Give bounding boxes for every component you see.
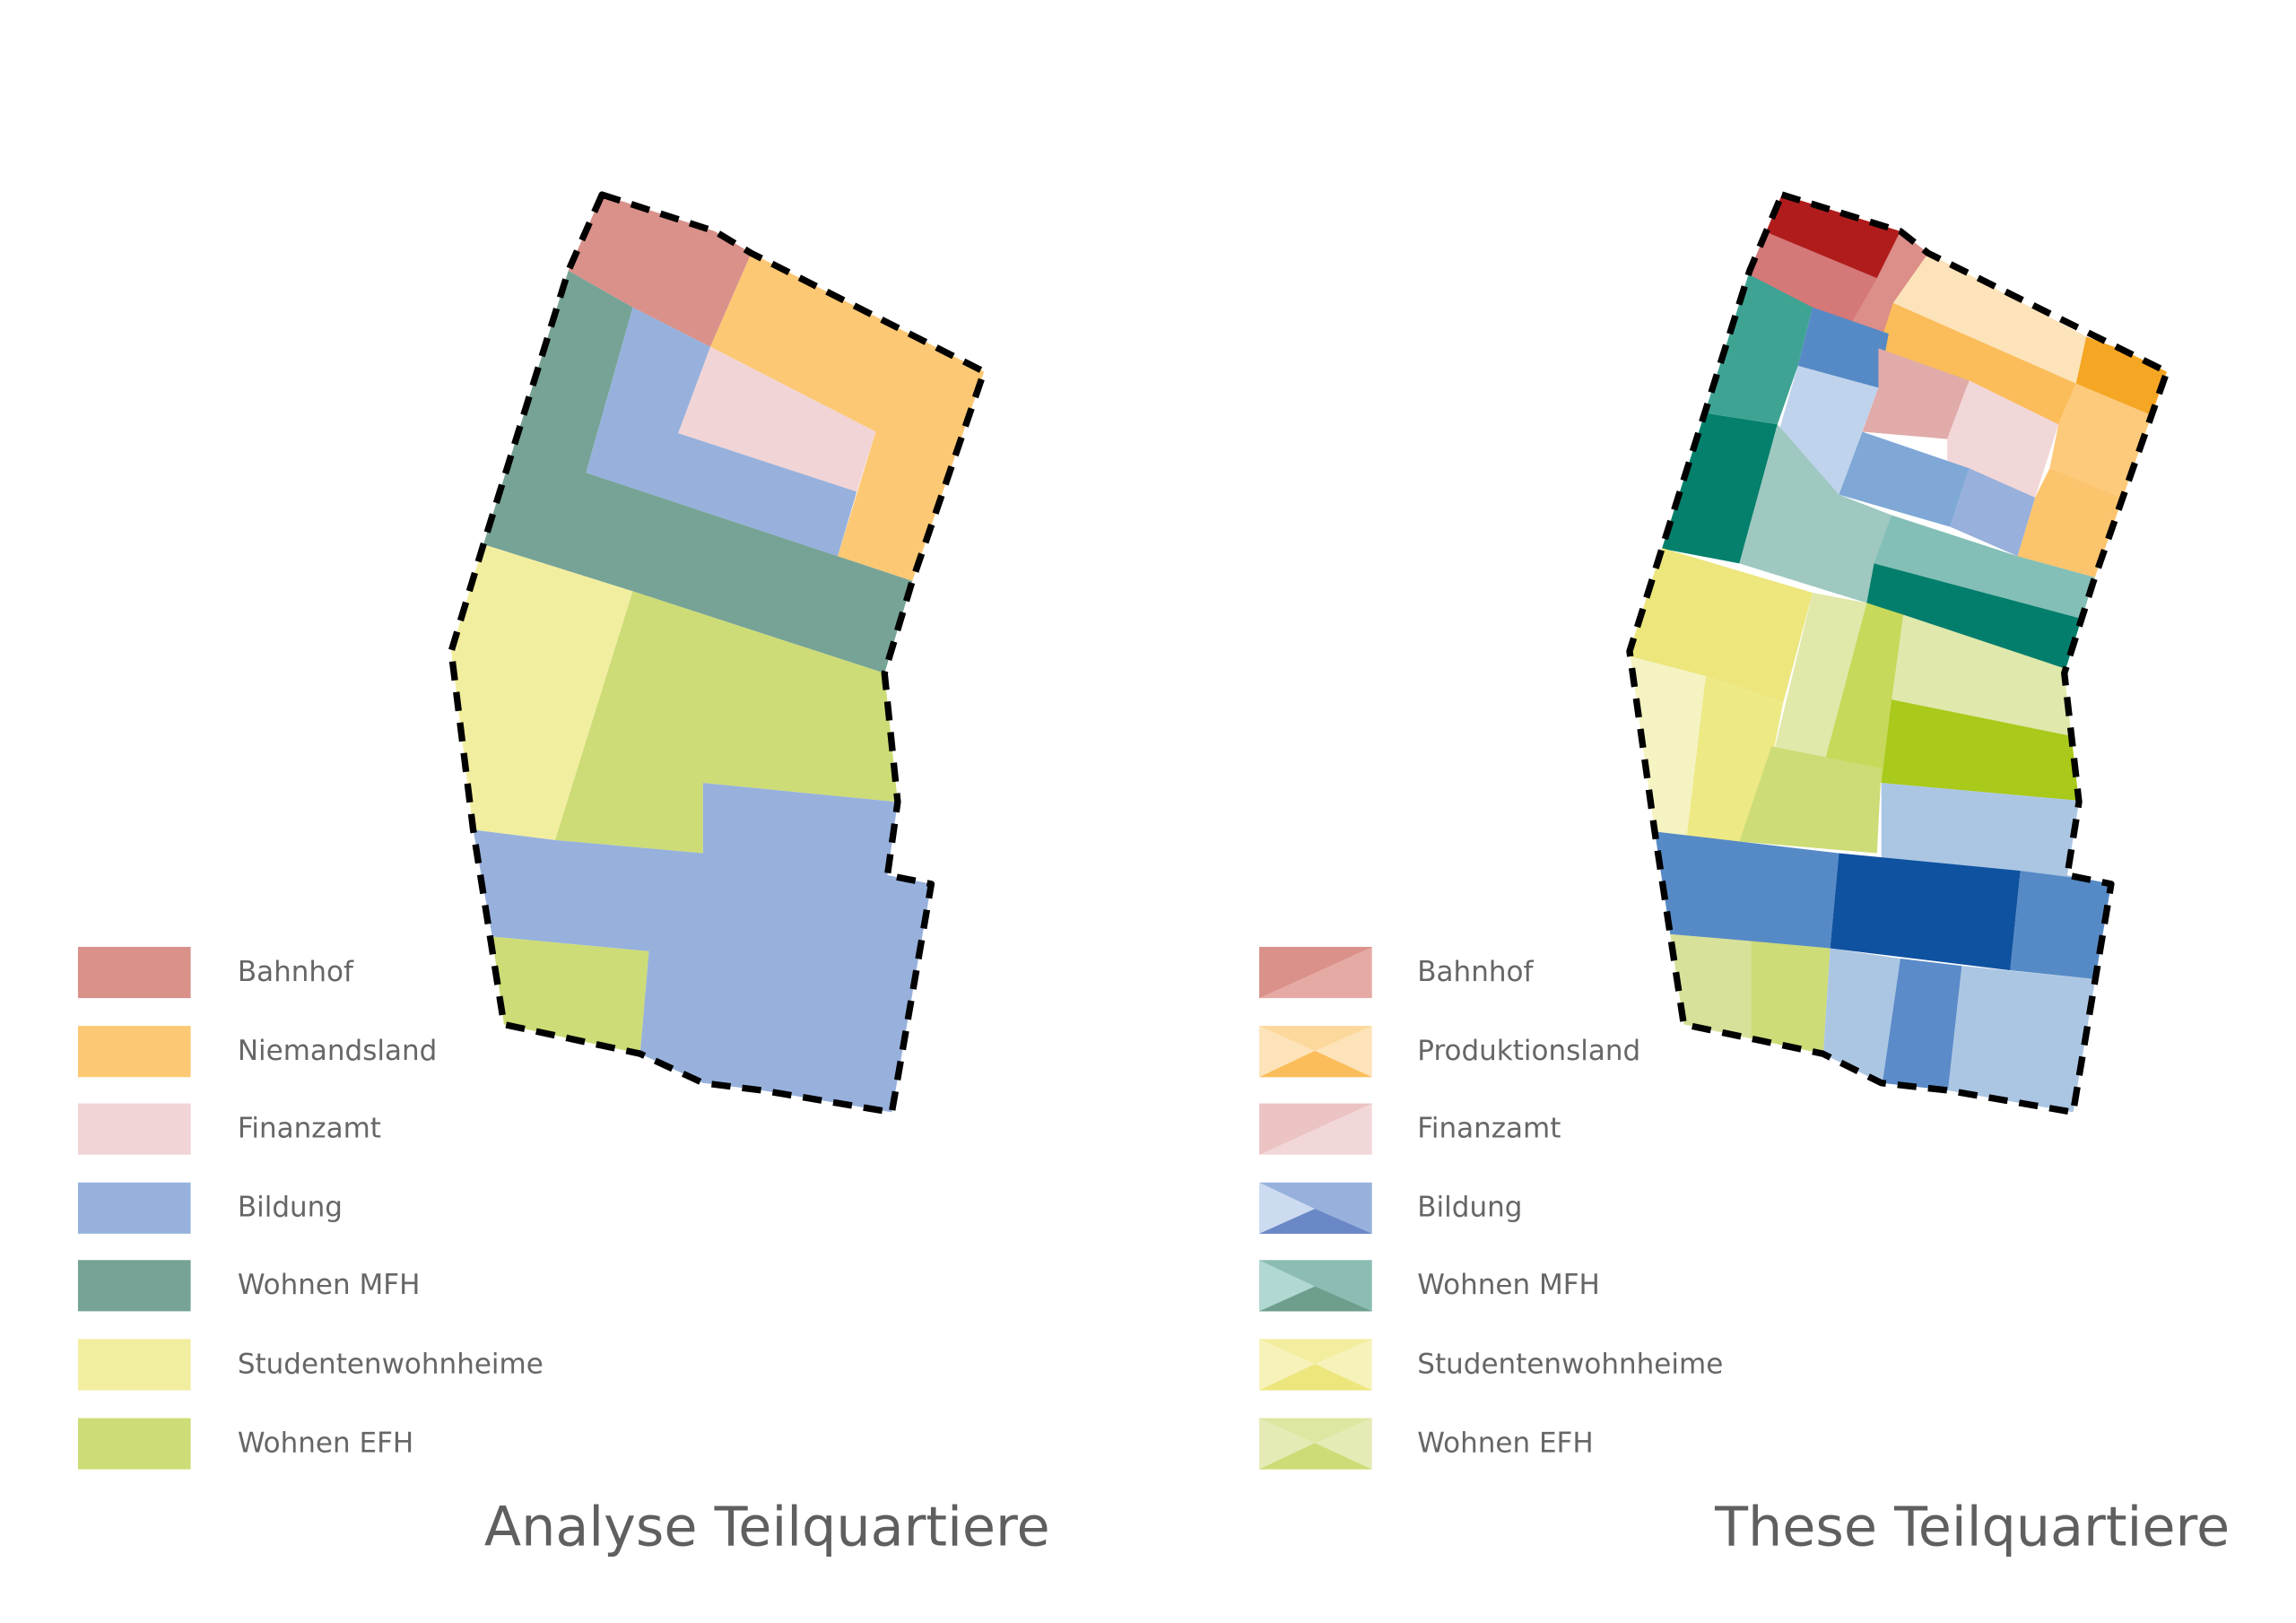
analyse-map — [448, 191, 987, 1116]
legend-label: Wohnen MFH — [238, 1269, 421, 1301]
legend-label: Studentenwohnheime — [1417, 1348, 1723, 1380]
legend-label: Studentenwohnheime — [238, 1348, 544, 1380]
legend-label: Wohnen EFH — [1417, 1427, 1593, 1459]
legend-label: Produktionsland — [1417, 1035, 1640, 1067]
legend-right: Bahnhof Produktionsland Finanzamt Bildun… — [1417, 956, 1723, 1460]
legend-left: Bahnhof Niemandsland Finanzamt Bildung W… — [238, 956, 544, 1460]
legend-label: Bildung — [1417, 1192, 1522, 1224]
panel-title: Analyse Teilquartiere — [484, 1496, 1050, 1558]
legend-label: Wohnen MFH — [1417, 1269, 1600, 1301]
legend-label: Finanzamt — [1417, 1112, 1561, 1144]
legend-label: Bahnhof — [238, 956, 354, 988]
legend-label: Bildung — [238, 1192, 343, 1224]
panel-title: These Teilquartiere — [1714, 1496, 2230, 1558]
legend-label: Niemandsland — [238, 1035, 437, 1067]
legend-label: Bahnhof — [1417, 956, 1534, 988]
legend-label: Finanzamt — [238, 1112, 381, 1144]
legend-swatches-left — [77, 946, 191, 1470]
legend-swatches-right — [1259, 946, 1372, 1470]
legend-label: Wohnen EFH — [238, 1427, 413, 1459]
